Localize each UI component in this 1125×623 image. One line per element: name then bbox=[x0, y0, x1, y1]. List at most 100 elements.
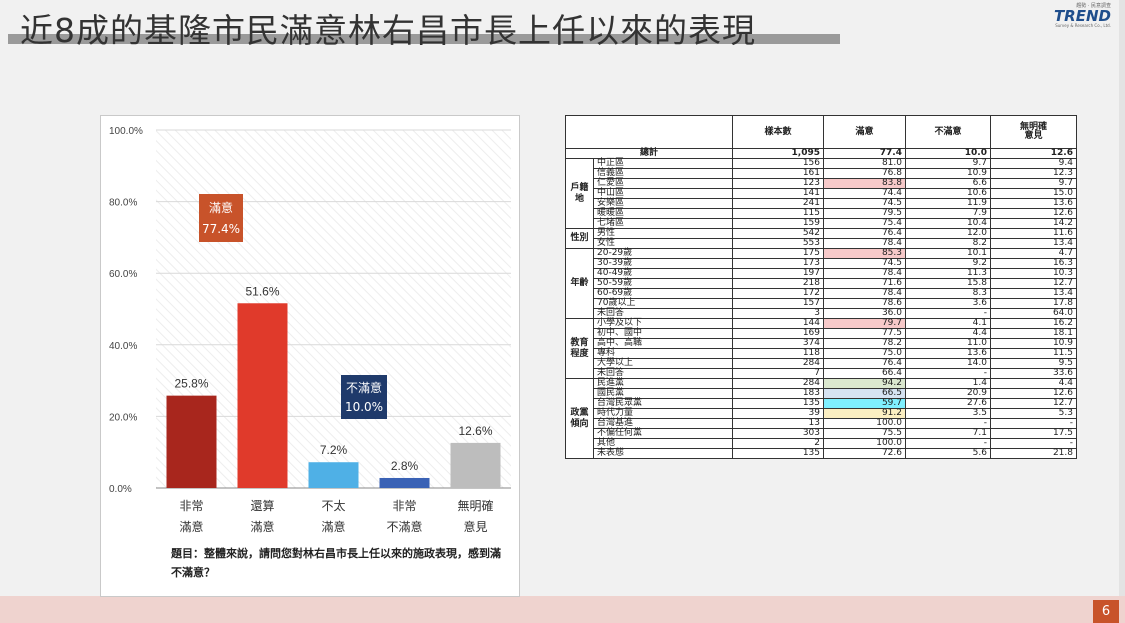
row-value: 11.0 bbox=[905, 338, 991, 349]
satisfied-value: 59.7 bbox=[823, 398, 906, 409]
bar-value-label: 51.6% bbox=[245, 284, 279, 298]
row-value: 183 bbox=[732, 388, 824, 399]
x-category-label: 意見 bbox=[463, 519, 487, 534]
row-value: 11.5 bbox=[990, 348, 1077, 359]
row-value: 12.7 bbox=[990, 398, 1077, 409]
row-value: 241 bbox=[732, 198, 824, 209]
bar-value-label: 12.6% bbox=[458, 424, 492, 438]
y-tick-label: 60.0% bbox=[109, 269, 137, 280]
row-value: 20.9 bbox=[905, 388, 991, 399]
row-value: 3 bbox=[732, 308, 824, 319]
row-value: 135 bbox=[732, 398, 824, 409]
footer-band bbox=[0, 596, 1125, 623]
table-row: 政黨 傾向 民進黨 284 94.2 1.4 4.4 bbox=[565, 378, 1077, 459]
row-label: 50-59歲 bbox=[593, 278, 733, 289]
satisfied-value: 94.2 bbox=[823, 378, 906, 389]
table-row: 國民黨 183 66.5 20.9 12.6 bbox=[566, 388, 1077, 399]
satisfied-value: 78.2 bbox=[823, 338, 906, 349]
row-value: 9.7 bbox=[990, 178, 1077, 189]
dissatisfied-total-box bbox=[341, 375, 387, 419]
table-row: 仁愛區 123 83.8 6.6 9.7 bbox=[566, 178, 1077, 189]
x-category-label: 滿意 bbox=[179, 519, 203, 534]
row-label: 高中、高職 bbox=[593, 338, 733, 349]
table-row: 教育 程度 小學及以下 144 79.7 4.1 16.2 bbox=[565, 318, 1077, 379]
row-value: 16.3 bbox=[990, 258, 1077, 269]
row-label: 大學以上 bbox=[593, 358, 733, 369]
row-label: 20-29歲 bbox=[593, 248, 733, 259]
row-value: 11.3 bbox=[905, 268, 991, 279]
row-label: 其他 bbox=[593, 438, 733, 449]
x-category-label: 非常 bbox=[179, 499, 203, 513]
satisfied-value: 74.4 bbox=[823, 188, 906, 199]
y-tick-label: 0.0% bbox=[109, 484, 132, 495]
row-value: 15.0 bbox=[990, 188, 1077, 199]
trend-logo: 趨勢 · 民意調查 TREND Survey & Research Co., L… bbox=[1049, 2, 1111, 30]
row-value: - bbox=[990, 438, 1077, 449]
row-value: 141 bbox=[732, 188, 824, 199]
row-value: 8.2 bbox=[905, 238, 991, 249]
table-row: 70歲以上 157 78.6 3.6 17.8 bbox=[566, 298, 1077, 309]
row-label: 30-39歲 bbox=[593, 258, 733, 269]
row-value: 12.6 bbox=[990, 388, 1077, 399]
row-label: 未回答 bbox=[593, 308, 733, 319]
y-tick-label: 20.0% bbox=[109, 412, 137, 423]
row-value: 115 bbox=[732, 208, 824, 219]
satisfied-value: 78.6 bbox=[823, 298, 906, 309]
logo-wordmark: TREND bbox=[1053, 7, 1111, 25]
row-value: 159 bbox=[732, 218, 824, 229]
title-underline bbox=[8, 34, 840, 44]
row-value: 7.9 bbox=[905, 208, 991, 219]
satisfied-value: 85.3 bbox=[823, 248, 906, 259]
table-row: 其他 2 100.0- - bbox=[566, 438, 1077, 449]
row-value: 9.2 bbox=[905, 258, 991, 269]
row-value: 7 bbox=[732, 368, 824, 379]
row-value: 21.8 bbox=[990, 448, 1077, 459]
total-value: 12.6 bbox=[990, 148, 1077, 159]
row-label: 中正區 bbox=[593, 158, 733, 169]
chart-panel: 0.0% 20.0% 40.0% 60.0% 80.0% 100.0% 25.8% 非常 滿意 5… bbox=[100, 115, 520, 597]
satisfied-total-label: 滿意 bbox=[209, 200, 233, 215]
satisfied-value: 78.4 bbox=[823, 288, 906, 299]
row-value: 64.0 bbox=[990, 308, 1077, 319]
satisfied-value: 75.5 bbox=[823, 428, 906, 439]
row-value: 10.9 bbox=[905, 168, 991, 179]
row-value: 8.3 bbox=[905, 288, 991, 299]
row-value: 9.4 bbox=[990, 158, 1077, 169]
row-label: 60-69歲 bbox=[593, 288, 733, 299]
table-row: 未回答 7 66.4-33.6 bbox=[566, 368, 1077, 379]
x-category-label: 滿意 bbox=[321, 519, 345, 534]
row-value: 10.4 bbox=[905, 218, 991, 229]
x-category-label: 不滿意 bbox=[386, 519, 422, 534]
bar bbox=[166, 395, 217, 488]
row-value: 553 bbox=[732, 238, 824, 249]
row-label: 台灣基進 bbox=[593, 418, 733, 429]
row-value: 1.4 bbox=[905, 378, 991, 389]
bar-value-label: 25.8% bbox=[174, 377, 208, 391]
satisfied-value: 100.0 bbox=[823, 438, 906, 449]
table-row: 未回答 3 36.0-64.0 bbox=[566, 308, 1077, 319]
group-label: 性別 bbox=[565, 228, 594, 249]
row-value: 12.0 bbox=[905, 228, 991, 239]
column-header: 不滿意 bbox=[905, 115, 991, 149]
row-value: 2 bbox=[732, 438, 824, 449]
row-label: 初中、國中 bbox=[593, 328, 733, 339]
y-tick-label: 80.0% bbox=[109, 198, 137, 209]
bar bbox=[308, 462, 359, 488]
total-label: 總計 bbox=[565, 148, 733, 159]
table-row: 性別 男性 542 76.4 12.0 11.6 bbox=[565, 228, 1077, 249]
row-value: 197 bbox=[732, 268, 824, 279]
row-label: 民進黨 bbox=[593, 378, 733, 389]
table-row: 台灣民眾黨 135 59.7 27.6 12.7 bbox=[566, 398, 1077, 409]
row-value: 13.6 bbox=[905, 348, 991, 359]
row-value: 5.6 bbox=[905, 448, 991, 459]
row-label: 專科 bbox=[593, 348, 733, 359]
row-value: 6.6 bbox=[905, 178, 991, 189]
row-value: 12.6 bbox=[990, 208, 1077, 219]
row-value: 12.3 bbox=[990, 168, 1077, 179]
table-row: 女性 553 78.4 8.2 13.4 bbox=[566, 238, 1077, 249]
row-value: 118 bbox=[732, 348, 824, 359]
row-label: 中山區 bbox=[593, 188, 733, 199]
row-label: 七堵區 bbox=[593, 218, 733, 229]
row-value: 157 bbox=[732, 298, 824, 309]
column-header: 樣本數 bbox=[732, 115, 824, 149]
